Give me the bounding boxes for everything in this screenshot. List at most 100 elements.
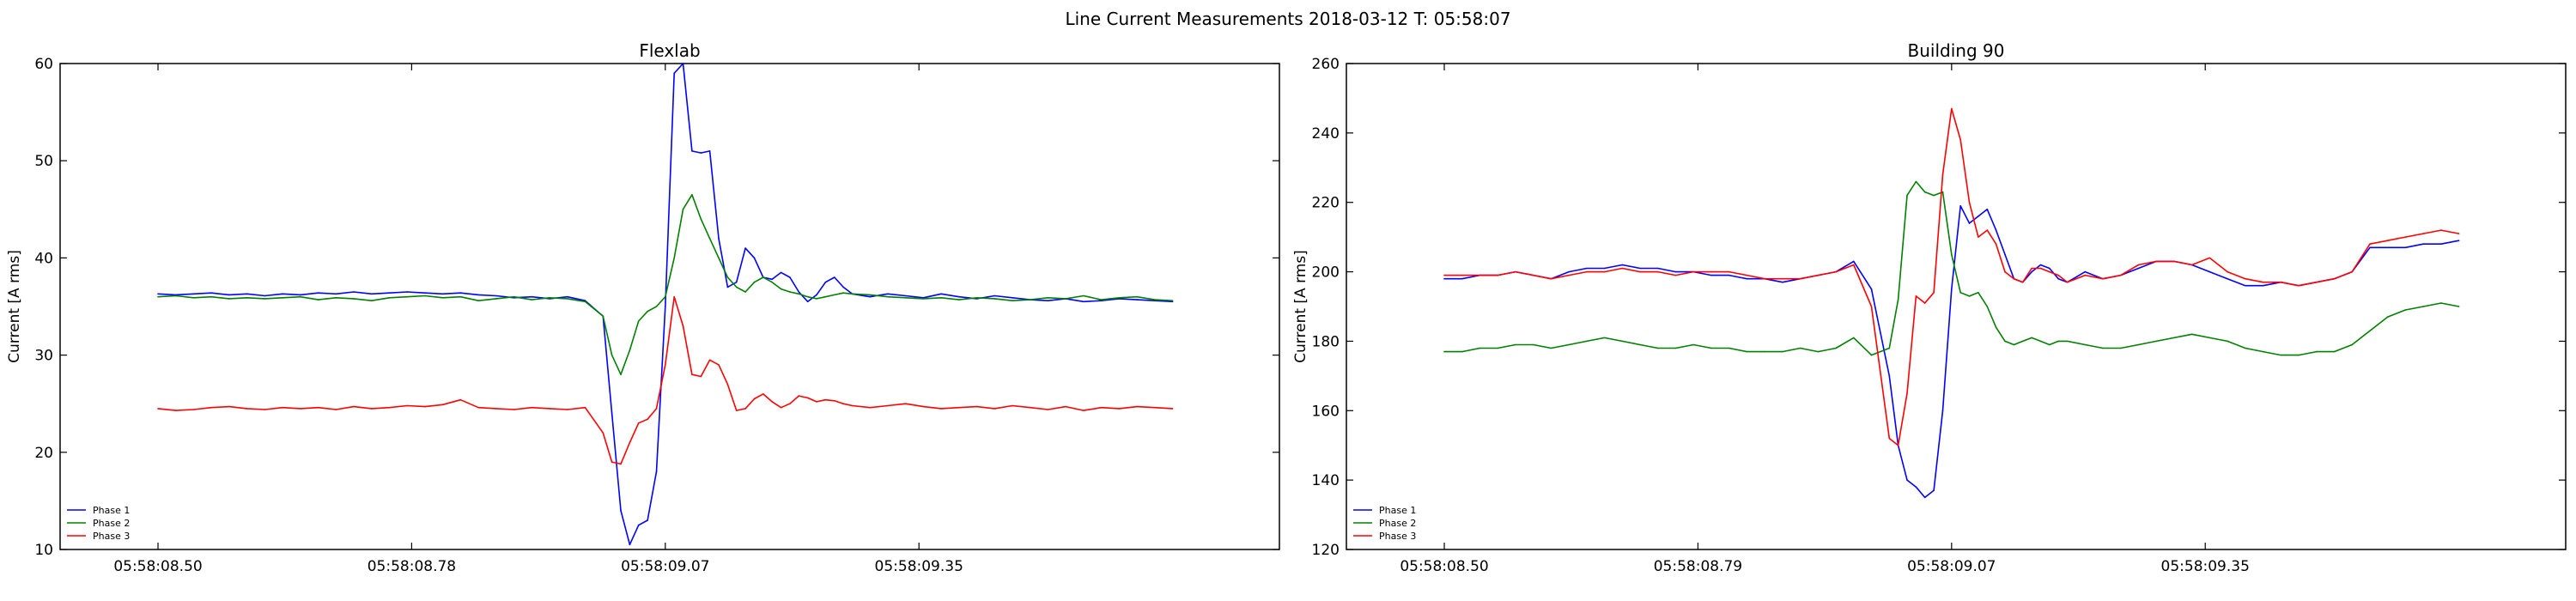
data-point (611, 461, 613, 463)
data-point (2245, 347, 2246, 349)
y-tick-label: 120 (1312, 542, 1340, 559)
data-point (2422, 233, 2424, 234)
data-point (1764, 350, 1765, 353)
data-point (1746, 350, 1748, 353)
series-phase-3 (157, 295, 1174, 465)
data-point (629, 349, 631, 351)
data-point (629, 441, 631, 444)
data-point (2298, 284, 2300, 287)
data-point (353, 405, 355, 408)
y-tick-label: 260 (1312, 56, 1340, 73)
data-point (2280, 354, 2282, 356)
data-point (1692, 343, 1694, 346)
data-point (1959, 139, 1961, 141)
data-point (2102, 277, 2104, 280)
data-point (282, 293, 283, 295)
y-tick-label: 30 (34, 348, 53, 365)
data-point (157, 408, 159, 410)
data-point (637, 524, 640, 526)
data-point (531, 299, 533, 300)
data-point (682, 325, 684, 327)
data-point (1586, 340, 1588, 343)
data-point (1065, 405, 1066, 408)
data-point (300, 294, 301, 296)
data-point (1083, 410, 1084, 411)
x-tick-label: 05:58:08.50 (113, 558, 202, 575)
data-point (798, 293, 800, 295)
legend: Phase 1 Phase 2 Phase 3 (67, 505, 130, 542)
legend-label: Phase 2 (93, 518, 130, 529)
data-point (2404, 309, 2407, 311)
y-tick-label: 20 (34, 445, 53, 462)
data-point (1923, 496, 1926, 499)
data-point (2039, 267, 2042, 270)
data-point (388, 297, 391, 299)
data-point (842, 292, 844, 294)
legend-label: Phase 2 (1379, 518, 1416, 529)
data-point (210, 292, 212, 294)
data-point (513, 409, 515, 410)
data-point (1479, 274, 1481, 276)
data-point (842, 403, 844, 405)
data-point (549, 297, 550, 299)
data-point (264, 298, 266, 300)
data-point (806, 300, 809, 303)
data-point (1136, 405, 1138, 408)
data-point (620, 463, 622, 465)
data-point (1951, 107, 1953, 110)
data-point (1728, 347, 1730, 349)
data-point (531, 406, 533, 409)
legend-label: Phase 1 (1379, 505, 1416, 516)
data-point (1674, 274, 1677, 276)
series-phase-2 (157, 194, 1174, 376)
data-point (1550, 347, 1552, 349)
data-point (2316, 281, 2318, 283)
data-point (1968, 201, 1971, 203)
data-point (2208, 257, 2211, 259)
data-point (2262, 281, 2264, 283)
data-point (2066, 340, 2069, 343)
data-point (459, 295, 462, 298)
data-point (922, 298, 925, 300)
data-point (1154, 299, 1156, 300)
data-point (682, 209, 684, 210)
data-point (1897, 299, 1899, 300)
data-point (477, 300, 479, 302)
data-point (1915, 486, 1917, 488)
data-point (1728, 274, 1730, 276)
data-point (789, 403, 791, 405)
data-point (477, 294, 479, 296)
data-point (1047, 300, 1049, 302)
data-point (869, 406, 871, 409)
data-point (567, 409, 568, 410)
data-point (629, 543, 631, 546)
data-point (228, 294, 230, 296)
data-point (1136, 299, 1138, 300)
data-point (459, 398, 462, 401)
data-point (531, 295, 533, 298)
data-point (2351, 270, 2353, 273)
data-point (300, 295, 301, 298)
data-point (1639, 270, 1641, 273)
x-tick-label: 05:58:08.50 (1400, 558, 1488, 575)
data-point (780, 288, 782, 290)
data-point (1888, 375, 1891, 377)
data-point (2422, 306, 2424, 307)
data-point (2173, 260, 2175, 263)
data-point (691, 373, 693, 376)
data-point (210, 406, 212, 409)
data-point (2440, 243, 2442, 246)
data-point (1710, 270, 1712, 273)
data-point (335, 293, 337, 295)
data-point (665, 306, 666, 307)
data-point (958, 299, 960, 300)
data-point (922, 405, 925, 408)
data-point (1550, 277, 1552, 280)
data-point (673, 257, 675, 259)
data-point (1923, 302, 1926, 304)
data-point (513, 295, 515, 298)
data-point (637, 422, 640, 424)
data-point (1764, 277, 1765, 280)
y-tick-label: 220 (1312, 195, 1340, 212)
